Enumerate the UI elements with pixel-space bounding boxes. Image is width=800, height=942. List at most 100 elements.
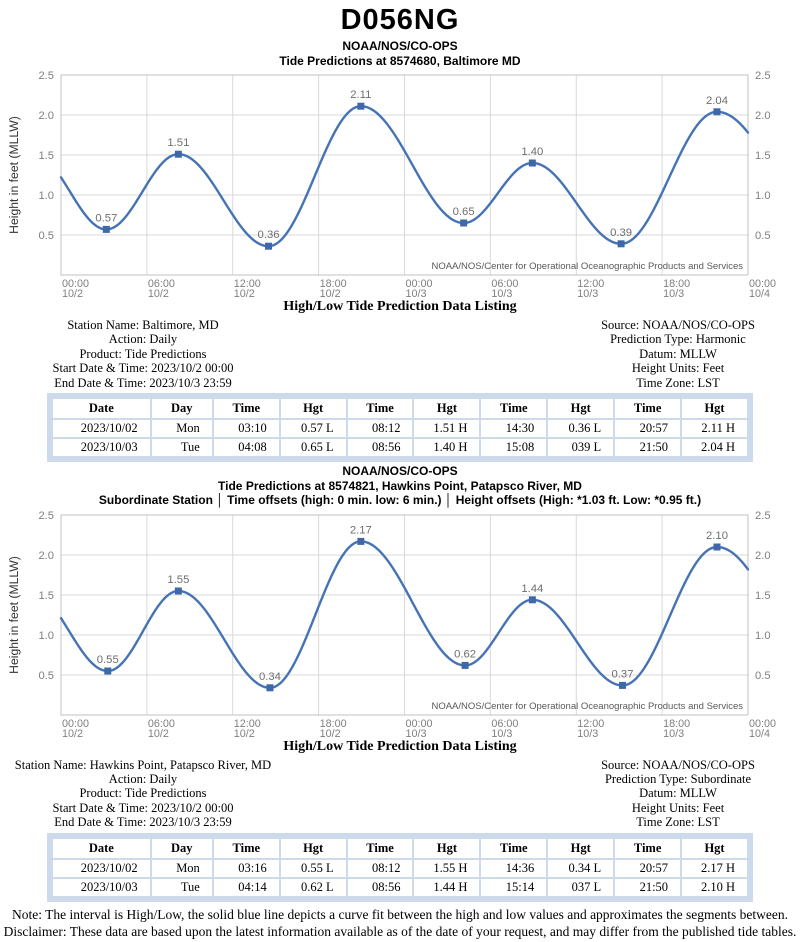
- svg-text:10/3: 10/3: [406, 728, 427, 738]
- source-info-block: Source: NOAA/NOS/CO-OPS Prediction Type: …: [558, 758, 798, 830]
- svg-text:10/3: 10/3: [577, 728, 598, 738]
- svg-text:10/2: 10/2: [234, 288, 255, 298]
- table-cell: 14:30: [481, 420, 547, 438]
- point-label: 2.11: [350, 89, 371, 101]
- chart-subtitle: Tide Predictions at 8574821, Hawkins Poi…: [218, 478, 582, 493]
- svg-text:2.0: 2.0: [755, 550, 771, 562]
- point-marker: [357, 537, 365, 545]
- info-spacer: [278, 758, 558, 830]
- table-cell: 21:50: [615, 878, 681, 896]
- table-cell: 03:10: [213, 420, 279, 438]
- svg-text:0.5: 0.5: [38, 230, 54, 242]
- column-header: Day: [151, 838, 212, 858]
- svg-text:12:00: 12:00: [234, 278, 261, 290]
- table-row: 2023/10/03 Tue 04:14 0.62 L 08:56 1.44 H 15:14…: [53, 878, 747, 896]
- svg-text:1.0: 1.0: [755, 630, 771, 642]
- svg-text:1.5: 1.5: [38, 150, 54, 162]
- column-header: Time: [347, 399, 413, 419]
- table-cell: 1.55 H: [414, 859, 480, 877]
- x-axis-tick-labels: 00:0010/206:0010/212:0010/218:0010/200:0…: [62, 718, 776, 740]
- info-line: Product: Tide Predictions: [79, 786, 207, 801]
- baltimore-tide-chart: 0.5 0.5 1.0 1.0 1.5 1.5 2.0 2.0 2.5 2.5 00:00 10/2 0…: [0, 68, 800, 300]
- svg-text:1.0: 1.0: [38, 190, 54, 202]
- table-cell: 2.17 H: [682, 859, 747, 877]
- column-header: Time: [347, 838, 413, 858]
- svg-text:10/3: 10/3: [491, 728, 512, 738]
- page-title: D056NG: [340, 4, 460, 36]
- data-point-labels: 0.55 1.55 0.34 2.17 0.62 1.44 0.37 2.10: [97, 524, 728, 682]
- info-line: Datum: MLLW: [639, 786, 717, 801]
- point-label: 0.34: [259, 670, 281, 682]
- table-cell: 2.04 H: [682, 439, 747, 457]
- column-header: Hgt: [682, 838, 747, 858]
- point-label: 0.36: [258, 229, 280, 241]
- svg-text:0.5: 0.5: [755, 230, 771, 242]
- table-cell: 15:08: [481, 439, 547, 457]
- column-header: Date: [53, 399, 150, 419]
- table-header-row: Date Day Time Hgt Time Hgt Time Hgt Time Hgt: [53, 838, 747, 858]
- tide-table-baltimore: Date Day Time Hgt Time Hgt Time Hgt Time Hgt 2023/…: [51, 397, 749, 458]
- tide-chart-svg: 0.5 0.51.0 1.01.5 1.52.0 2.02.5 2.500:0010/20…: [7, 510, 776, 740]
- svg-text:2.0: 2.0: [38, 110, 54, 122]
- station-info-block: Station Name: Baltimore, MD Action: Daily…: [8, 318, 278, 390]
- chart-title: NOAA/NOS/CO-OPS: [342, 464, 458, 479]
- table-cell: 1.44 H: [414, 878, 480, 896]
- table-row: 2023/10/02 Mon 03:16 0.55 L 08:12 1.55 H 14:36…: [53, 859, 747, 877]
- table-cell: 0.57 L: [280, 420, 346, 438]
- point-label: 0.55: [97, 654, 119, 666]
- info-line: Time Zone: LST: [636, 375, 720, 390]
- column-header: Time: [481, 838, 547, 858]
- column-header: Day: [151, 399, 212, 419]
- svg-text:12:00: 12:00: [577, 718, 604, 730]
- noaa-watermark: NOAA/NOS/Center for Operational Oceanogr…: [431, 261, 743, 272]
- point-marker: [104, 667, 112, 675]
- point-marker: [102, 225, 110, 233]
- info-line: Action: Daily: [108, 332, 178, 347]
- point-marker: [528, 595, 536, 603]
- svg-text:1.0: 1.0: [755, 190, 771, 202]
- table-cell: 04:14: [213, 878, 279, 896]
- info-line: Height Units: Feet: [631, 361, 725, 376]
- svg-text:2.5: 2.5: [38, 70, 54, 82]
- hawkins-table-frame: Date Day Time Hgt Time Hgt Time Hgt Time Hgt 2023/…: [47, 832, 753, 902]
- svg-text:10/2: 10/2: [320, 728, 341, 738]
- svg-text:00:00: 00:00: [749, 278, 776, 290]
- table-cell: 2.11 H: [682, 420, 747, 438]
- data-point-markers: [104, 537, 721, 691]
- column-header: Hgt: [682, 399, 747, 419]
- point-marker: [461, 661, 469, 669]
- svg-text:10/3: 10/3: [663, 728, 684, 738]
- table-cell: 1.51 H: [414, 420, 480, 438]
- table-cell: 2023/10/03: [53, 439, 150, 457]
- hawkins-chart-titles: NOAA/NOS/CO-OPS Tide Predictions at 8574…: [0, 464, 800, 508]
- table-cell: 0.36 L: [548, 420, 614, 438]
- column-header: Date: [53, 838, 150, 858]
- info-line: Station Name: Baltimore, MD: [67, 318, 219, 332]
- info-line: Action: Daily: [108, 771, 178, 786]
- tide-chart-svg: 0.5 0.51.0 1.01.5 1.52.0 2.02.5 2.500:0010/20…: [7, 70, 776, 300]
- svg-text:10/4: 10/4: [749, 728, 770, 738]
- column-header: Hgt: [548, 399, 614, 419]
- disclaimer-text: Disclaimer: These data are based upon th…: [3, 923, 797, 939]
- column-header: Time: [481, 399, 547, 419]
- listing-header: High/Low Tide Prediction Data Listing: [283, 738, 517, 754]
- svg-text:1.5: 1.5: [755, 590, 771, 602]
- table-cell: 2.10 H: [682, 878, 747, 896]
- baltimore-listing-section: High/Low Tide Prediction Data Listing St…: [0, 298, 800, 463]
- table-header-row: Date Day Time Hgt Time Hgt Time Hgt Time Hgt: [53, 399, 747, 419]
- svg-text:0.5: 0.5: [755, 670, 771, 682]
- table-cell: 2023/10/03: [53, 878, 150, 896]
- svg-text:10/2: 10/2: [62, 288, 83, 298]
- svg-text:10/3: 10/3: [577, 288, 598, 298]
- table-cell: 039 L: [548, 439, 614, 457]
- svg-text:10/2: 10/2: [62, 728, 83, 738]
- svg-text:00:00: 00:00: [406, 718, 433, 730]
- table-cell: 04:08: [213, 439, 279, 457]
- svg-text:00:00: 00:00: [62, 718, 89, 730]
- baltimore-chart-section: NOAA/NOS/CO-OPS Tide Predictions at 8574…: [0, 39, 800, 300]
- table-cell: Mon: [151, 420, 212, 438]
- svg-text:1.5: 1.5: [755, 150, 771, 162]
- footer-notes: Note: The interval is High/Low, the soli…: [0, 906, 800, 940]
- table-cell: 2023/10/02: [53, 420, 150, 438]
- svg-text:06:00: 06:00: [148, 278, 175, 290]
